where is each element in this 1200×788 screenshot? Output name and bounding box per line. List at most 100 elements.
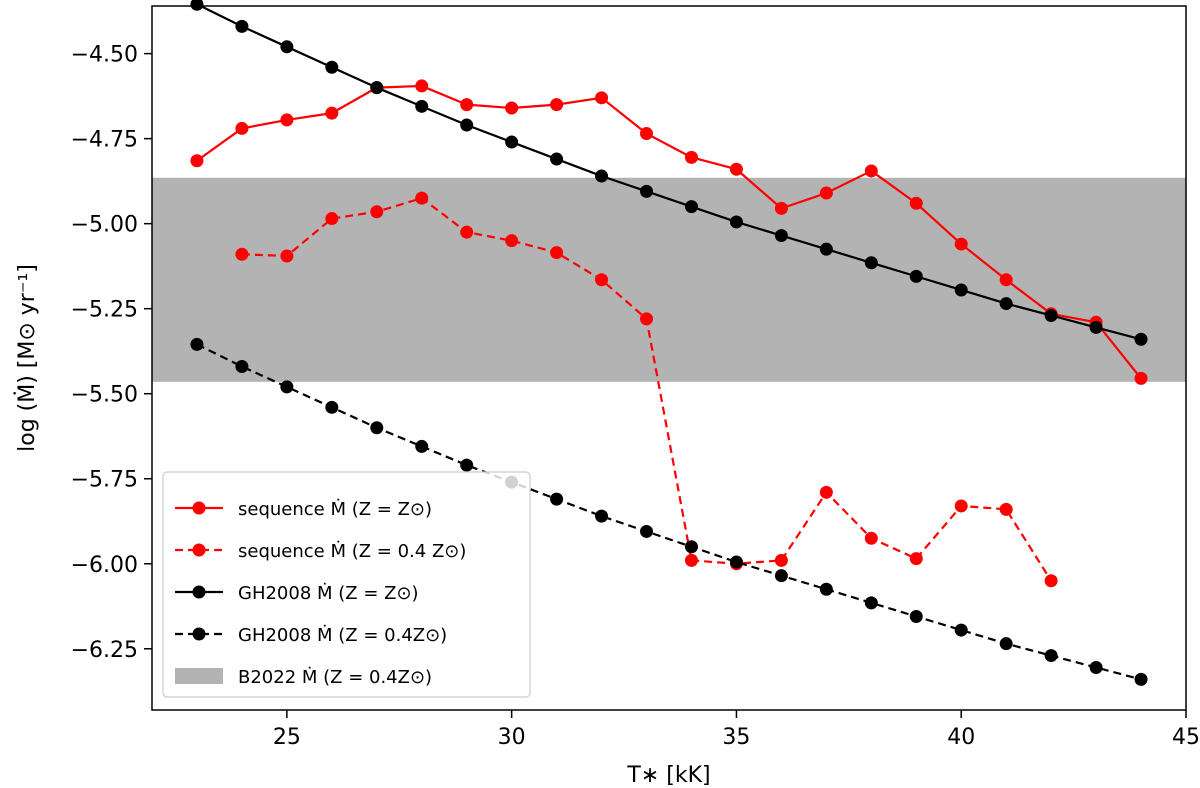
frame-layer [151, 5, 1187, 711]
data-point [954, 283, 968, 297]
x-tick-label: 40 [947, 725, 975, 750]
data-point [729, 162, 743, 176]
data-point [864, 256, 878, 270]
legend-item-3: GH2008 Ṁ (Z = 0.4Z⊙) [175, 625, 447, 646]
x-tick-label: 35 [722, 725, 750, 750]
legend-item-1: sequence Ṁ (Z = 0.4 Z⊙) [175, 541, 466, 562]
data-point [325, 106, 339, 120]
data-point [1044, 574, 1058, 588]
legend-item-0: sequence Ṁ (Z = Z⊙) [175, 499, 432, 520]
data-point [415, 99, 429, 113]
data-point [819, 485, 833, 499]
data-point [415, 439, 429, 453]
y-tick-label: −5.25 [71, 298, 138, 323]
data-point [909, 196, 923, 210]
data-point [640, 184, 654, 198]
x-tick-label: 25 [273, 725, 301, 750]
data-point [1089, 320, 1103, 334]
data-point [909, 552, 923, 566]
data-point [999, 637, 1013, 651]
data-point [684, 540, 698, 554]
data-point [729, 215, 743, 229]
b2022-band [152, 177, 1186, 382]
plot-frame [151, 5, 1187, 711]
data-point [235, 360, 249, 374]
legend-marker [192, 501, 206, 515]
y-tick-label: −5.75 [71, 468, 138, 493]
data-point [774, 229, 788, 243]
data-point [505, 234, 519, 248]
axes-layer: 25 30 35 40 45 −4.50 −4.75 −5.00 −5.25 −5.50 −5.75… [14, 43, 1200, 788]
data-point [999, 297, 1013, 311]
y-tick-label: −4.75 [71, 128, 138, 153]
legend-marker [192, 543, 206, 557]
data-point [684, 150, 698, 164]
data-point [640, 524, 654, 538]
y-axis-label: log (Ṁ) [M⊙ yr⁻¹] [14, 264, 40, 452]
series-0 [190, 79, 1148, 385]
data-point [684, 553, 698, 567]
series-line [196, 84, 1142, 380]
data-point [999, 273, 1013, 287]
data-point [235, 247, 249, 261]
data-point [595, 169, 609, 183]
data-point [1134, 332, 1148, 346]
data-point [774, 201, 788, 215]
series-1 [235, 191, 1058, 588]
legend-label: GH2008 Ṁ (Z = Z⊙) [238, 583, 419, 604]
data-point [1044, 308, 1058, 322]
series-line [196, 343, 1142, 681]
y-tick-label: −5.50 [71, 383, 138, 408]
data-point [280, 380, 294, 394]
legend-label: sequence Ṁ (Z = 0.4 Z⊙) [238, 541, 466, 562]
data-point [595, 91, 609, 105]
series-line [196, 3, 1142, 341]
data-point [460, 118, 474, 132]
legend-box [162, 471, 531, 698]
data-point [280, 113, 294, 127]
x-tick-label: 45 [1172, 725, 1200, 750]
data-point [774, 569, 788, 583]
legend-marker [192, 627, 206, 641]
data-point [1089, 660, 1103, 674]
legend-label: B2022 Ṁ (Z = 0.4Z⊙) [238, 667, 432, 688]
data-point [1134, 672, 1148, 686]
data-point [550, 492, 564, 506]
data-point [640, 127, 654, 141]
data-point [370, 81, 384, 95]
data-point [684, 200, 698, 214]
legend-label: GH2008 Ṁ (Z = 0.4Z⊙) [238, 625, 447, 646]
y-tick-label: −6.00 [71, 553, 138, 578]
data-point [819, 186, 833, 200]
data-point [864, 164, 878, 178]
legend-item-band: B2022 Ṁ (Z = 0.4Z⊙) [175, 667, 432, 688]
legend-layer: sequence Ṁ (Z = Z⊙) sequence Ṁ (Z = 0.4 Z… [162, 471, 531, 698]
x-axis-label: T∗ [kK] [626, 763, 710, 788]
data-point [595, 509, 609, 523]
y-tick-label: −5.00 [71, 213, 138, 238]
data-point [370, 421, 384, 435]
data-point [325, 400, 339, 414]
data-point [550, 246, 564, 260]
data-point [729, 555, 743, 569]
y-tick-label: −4.50 [71, 43, 138, 68]
legend-band-swatch [175, 668, 223, 684]
data-point [505, 135, 519, 149]
data-point [325, 212, 339, 226]
data-point [550, 98, 564, 112]
data-point [819, 242, 833, 256]
data-point [415, 191, 429, 205]
data-point [370, 205, 384, 219]
legend-label: sequence Ṁ (Z = Z⊙) [238, 499, 432, 520]
data-point [909, 609, 923, 623]
data-point [280, 40, 294, 54]
data-point [325, 60, 339, 74]
series-layer [190, 0, 1148, 686]
data-point [550, 152, 564, 166]
data-point [909, 269, 923, 283]
data-point [864, 596, 878, 610]
legend-item-2: GH2008 Ṁ (Z = Z⊙) [175, 583, 419, 604]
data-point [460, 225, 474, 239]
band-layer [152, 177, 1186, 382]
